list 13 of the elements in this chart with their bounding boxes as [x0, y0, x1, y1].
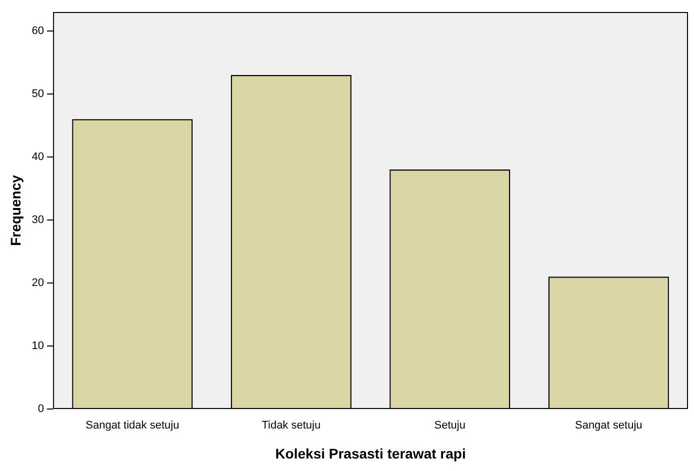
y-tick-label: 10: [32, 340, 44, 352]
y-tick-label: 20: [32, 277, 44, 289]
x-axis-title: Koleksi Prasasti terawat rapi: [275, 445, 466, 462]
y-tick-label: 0: [38, 403, 44, 416]
y-tick-label: 50: [32, 88, 44, 100]
x-tick-label: Sangat setuju: [574, 420, 642, 432]
y-tick-label: 60: [32, 24, 44, 37]
y-axis-title: Frequency: [7, 174, 24, 246]
y-tick-label: 30: [32, 214, 44, 226]
x-tick-label: Sangat tidak setuju: [86, 420, 180, 432]
x-tick-label: Setuju: [434, 420, 466, 432]
y-tick-label: 40: [32, 150, 44, 163]
x-tick-label: Tidak setuju: [262, 420, 321, 432]
